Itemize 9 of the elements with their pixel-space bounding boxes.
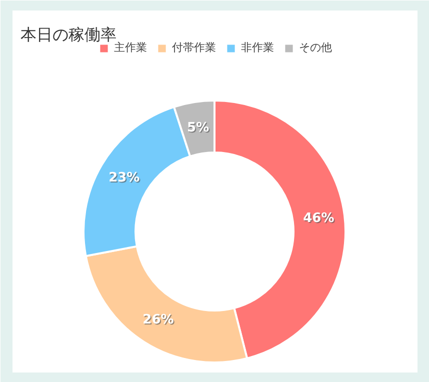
- data-label: 46%: [304, 212, 336, 227]
- legend-label: その他: [299, 40, 332, 55]
- data-label: 26%: [144, 314, 175, 329]
- legend-label: 付帯作業: [172, 40, 216, 55]
- data-label: 5%: [188, 121, 210, 136]
- data-label: 23%: [110, 172, 141, 187]
- legend-label: 主作業: [114, 41, 147, 55]
- chart-title: 本日の稼働率: [20, 25, 116, 44]
- legend-label: 非作業: [241, 40, 274, 55]
